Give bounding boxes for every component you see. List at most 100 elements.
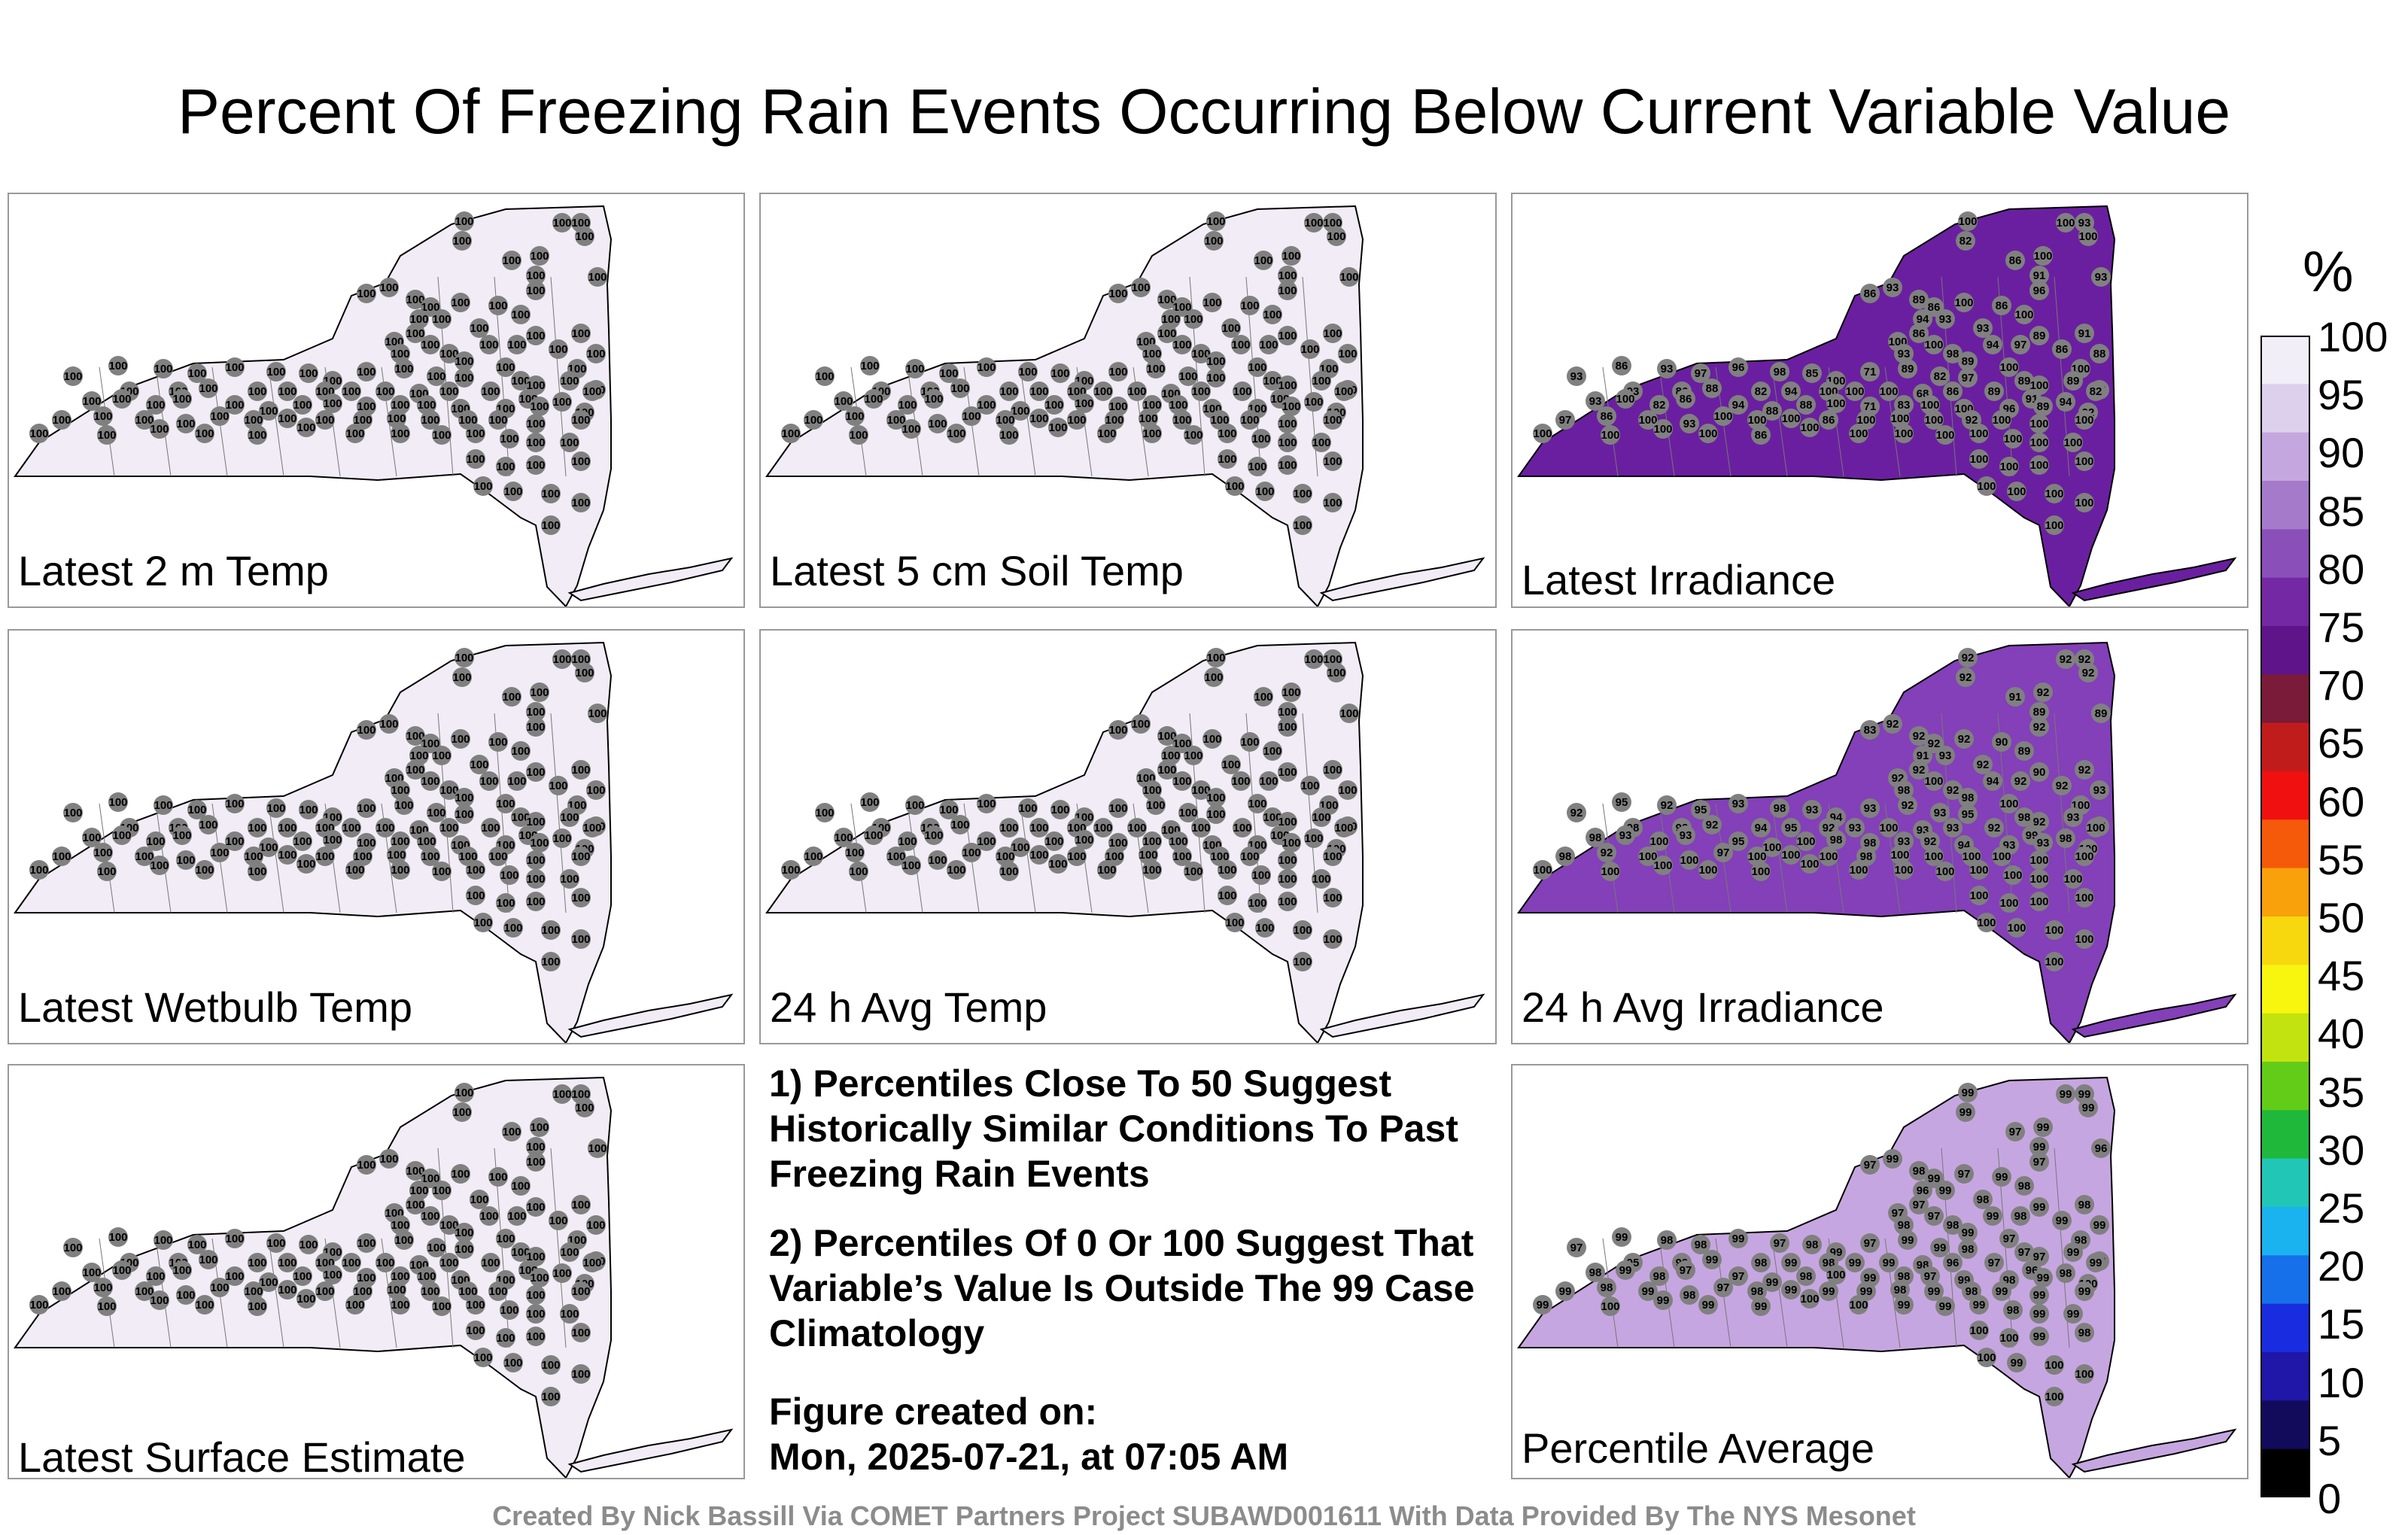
station-dot [1127,381,1147,401]
station-dot [560,433,579,452]
station-marker: 100 [571,493,591,512]
station-marker: 100 [1218,424,1237,443]
station-value: 100 [421,301,439,314]
station-value: 100 [1240,414,1259,427]
station-dot [999,818,1019,837]
station-dot [1728,1266,1748,1286]
station-marker: 93 [2063,807,2083,827]
colorbar-segment [2261,336,2310,385]
station-dot [488,410,508,430]
station-marker: 99 [1958,1223,1978,1242]
station-value: 97 [1913,1199,1926,1211]
station-dot [2075,760,2094,780]
station-marker: 100 [1762,837,1782,857]
station-marker: 98 [1909,1161,1929,1181]
station-marker: 100 [432,1296,451,1316]
station-dot [1992,410,2011,430]
station-value: 94 [2060,396,2072,409]
station-dot [1796,831,1816,851]
station-value: 98 [1751,1285,1764,1298]
station-marker: 100 [473,1348,493,1367]
station-marker: 100 [278,845,297,865]
station-dot [1802,800,1822,819]
station-marker: 93 [2091,267,2111,287]
station-dot [962,843,981,862]
station-value: 100 [421,1172,439,1185]
station-value: 100 [1127,385,1146,398]
station-value: 100 [1533,427,1552,440]
station-marker: 100 [834,828,853,847]
station-value: 98 [2014,1210,2027,1223]
station-value: 100 [82,1266,101,1279]
station-marker: 100 [176,1285,196,1305]
station-marker: 100 [999,818,1019,837]
station-dot [849,425,868,445]
station-value: 100 [1172,339,1191,351]
station-dot [1680,1285,1699,1305]
station-value: 100 [1029,412,1048,425]
station-dot [571,1323,591,1342]
station-marker: 82 [1649,395,1669,415]
station-dot [266,362,286,381]
station-value: 100 [530,1272,549,1284]
station-marker: 97 [1770,1233,1789,1253]
station-dot [571,493,591,512]
station-marker: 100 [571,1281,591,1301]
station-marker: 100 [259,837,278,857]
station-value: 96 [2095,1142,2108,1155]
station-marker: 92 [1657,795,1677,815]
station-dot [588,1138,607,1158]
station-value: 100 [977,361,996,374]
station-dot [905,795,925,815]
station-value: 100 [1221,758,1240,771]
station-dot [248,862,267,881]
station-marker: 100 [421,847,440,866]
station-dot [1728,1229,1748,1248]
station-value: 100 [804,850,822,863]
station-value: 100 [1969,864,1988,877]
station-dot [1323,760,1342,780]
colorbar-tick-label: 85 [2318,487,2365,535]
station-dot [1649,831,1669,851]
station-value: 100 [2029,418,2048,430]
station-marker: 100 [898,831,917,851]
station-value: 100 [1304,832,1323,845]
station-marker: 97 [1728,1266,1748,1286]
station-dot [1713,843,1733,862]
station-marker: 82 [1930,366,1950,386]
station-marker: 100 [1029,409,1049,428]
station-marker: 99 [2090,1215,2109,1235]
station-dot [488,732,508,752]
station-value: 100 [864,393,883,406]
station-dot [1845,381,1865,401]
station-marker: 100 [1796,831,1816,851]
station-marker: 100 [375,818,395,837]
station-dot [1999,1328,2019,1348]
station-marker: 100 [1108,284,1128,303]
station-value: 100 [187,367,206,380]
station-value: 100 [29,427,48,440]
station-value: 100 [1248,897,1266,910]
station-dot [999,381,1019,401]
station-value: 98 [1683,1289,1696,1302]
station-marker: 100 [507,771,527,791]
station-dot [1251,865,1271,885]
station-dot [1142,860,1162,880]
station-dot [299,363,318,383]
station-value: 100 [357,1159,375,1172]
station-dot [1930,803,1950,822]
station-value: 100 [924,393,943,406]
station-marker: 100 [187,1235,207,1254]
station-dot [1184,862,1203,881]
station-marker: 100 [560,1242,579,1262]
station-value: 92 [1570,807,1583,819]
station-dot [1555,1281,1575,1301]
station-marker: 100 [575,226,594,246]
station-marker: 100 [1218,449,1237,469]
station-value: 99 [1939,1184,1952,1197]
station-marker: 100 [421,771,440,791]
station-value: 100 [63,807,82,819]
station-marker: 99 [1819,1281,1838,1301]
station-dot [588,704,607,723]
station-marker: 99 [2029,1304,2049,1324]
